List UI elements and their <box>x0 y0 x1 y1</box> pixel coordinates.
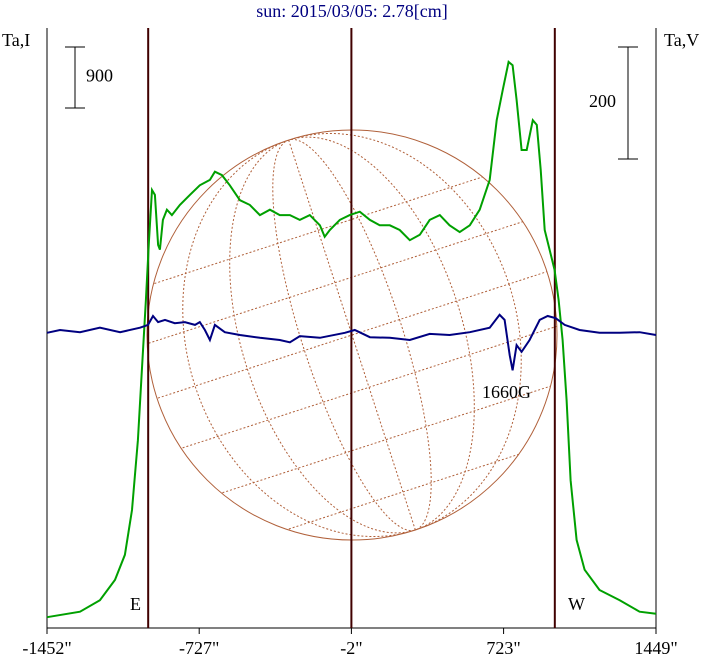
chart-title: sun: 2015/03/05: 2.78[cm] <box>256 1 448 21</box>
x-tick-label: 1449" <box>634 638 677 658</box>
x-tick-label: -1452" <box>22 638 71 658</box>
scale-bar-label: 200 <box>589 91 616 111</box>
x-tick-label: -727" <box>179 638 219 658</box>
y-label: Ta,I <box>2 30 30 50</box>
data-line <box>46 60 657 619</box>
annotation: 1660G <box>482 382 531 402</box>
annotation: E <box>130 594 141 614</box>
annotation: W <box>568 594 585 614</box>
x-tick-label: 723" <box>486 638 520 658</box>
y2-label: Ta,V <box>664 30 699 50</box>
scale-bar-label: 900 <box>86 66 113 86</box>
solar-disc <box>116 129 611 558</box>
x-tick-label: -2" <box>340 638 362 658</box>
data-line <box>46 313 657 371</box>
